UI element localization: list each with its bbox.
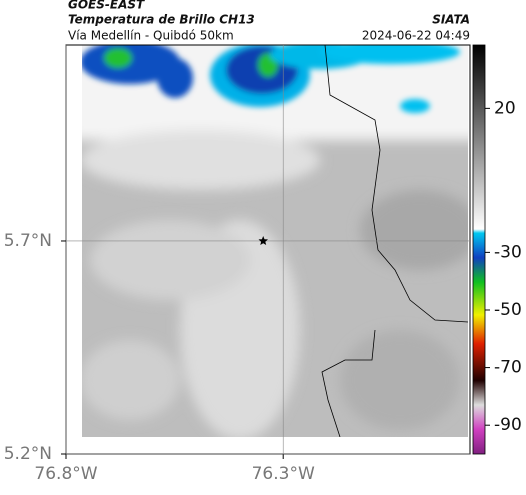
source: GOES-EAST	[68, 0, 145, 12]
title: Temperatura de Brillo CH13	[68, 13, 255, 27]
x-tick-label: 76.3°W	[252, 464, 315, 484]
y-tick-label: 5.2°N	[4, 444, 52, 464]
timestamp: 2024-06-22 04:49	[362, 29, 470, 43]
location-marker	[258, 236, 268, 245]
colorbar-label: -90	[494, 415, 522, 435]
y-tick-label: 5.7°N	[4, 231, 52, 251]
colorbar	[472, 44, 486, 455]
colorbar-label: 20	[494, 98, 516, 118]
colorbar-label: -50	[494, 300, 522, 320]
colorbar-label: -30	[494, 242, 522, 262]
x-tick-label: 76.8°W	[34, 464, 97, 484]
subtitle: Vía Medellín - Quibdó 50km	[68, 29, 234, 43]
satellite-image	[82, 45, 468, 437]
org: SIATA	[432, 13, 470, 27]
colorbar-label: -70	[494, 358, 522, 378]
